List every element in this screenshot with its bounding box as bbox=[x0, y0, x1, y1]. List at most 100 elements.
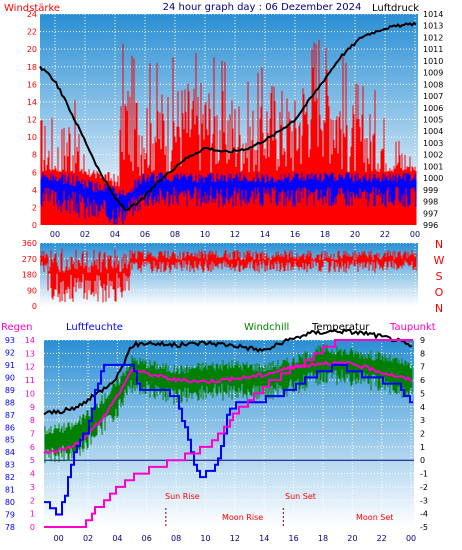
chart-title: 24 hour graph day : 06 Dezember 2024 bbox=[163, 2, 362, 13]
temp-time-tick-label: 18 bbox=[318, 534, 328, 543]
temperature-tick-label: 7 bbox=[420, 363, 425, 372]
temperature-tick-label: 8 bbox=[420, 349, 425, 358]
sun-markers bbox=[165, 508, 284, 527]
gust-series bbox=[40, 172, 417, 225]
direction-tick-label: 0 bbox=[32, 302, 37, 311]
time-tick-label: 22 bbox=[380, 230, 390, 239]
sun-set-label: Sun Set bbox=[285, 492, 316, 501]
time-tick-label: 08 bbox=[170, 230, 180, 239]
time-tick-label: 00 bbox=[50, 230, 60, 239]
wind-tick-label: 8 bbox=[32, 151, 37, 160]
temp-time-tick-label: 16 bbox=[289, 534, 299, 543]
temperature-tick-label: -2 bbox=[420, 483, 428, 492]
temp-axis-ticks: 7879808182838485868788899091929301234567… bbox=[5, 336, 428, 543]
temp-time-tick-label: 20 bbox=[347, 534, 357, 543]
compass-label: O bbox=[435, 286, 444, 299]
compass-label: N bbox=[435, 302, 443, 315]
pressure-tick-label: 1003 bbox=[423, 139, 443, 148]
rain-tick-label: 3 bbox=[30, 483, 35, 492]
temperature-tick-label: -4 bbox=[420, 510, 428, 519]
pressure-series bbox=[39, 21, 417, 212]
temperature-tick-label: -1 bbox=[420, 470, 428, 479]
compass-label: N bbox=[435, 238, 443, 251]
rain-tick-label: 2 bbox=[30, 496, 35, 505]
temperature-tick-label: 6 bbox=[420, 376, 425, 385]
wind-axis-label: Windstärke bbox=[4, 3, 60, 14]
rain-tick-label: 5 bbox=[30, 456, 35, 465]
wind-tick-label: 14 bbox=[27, 98, 37, 107]
wind-tick-label: 12 bbox=[27, 116, 37, 125]
rain-tick-label: 0 bbox=[30, 523, 35, 532]
rain-tick-label: 4 bbox=[30, 470, 35, 479]
humidity-tick-label: 92 bbox=[5, 348, 15, 357]
humidity-tick-label: 90 bbox=[5, 373, 15, 382]
temperature-tick-label: 9 bbox=[420, 336, 425, 345]
humidity-tick-label: 87 bbox=[5, 411, 15, 420]
wind-tick-label: 2 bbox=[32, 203, 37, 212]
temperature-tick-label: 0 bbox=[420, 456, 425, 465]
humidity-tick-label: 93 bbox=[5, 336, 15, 345]
wind-tick-label: 6 bbox=[32, 168, 37, 177]
time-tick-label: 06 bbox=[140, 230, 150, 239]
pressure-tick-label: 1013 bbox=[423, 22, 443, 31]
direction-tick-label: 270 bbox=[22, 255, 37, 264]
temperature-tick-label: -3 bbox=[420, 496, 428, 505]
pressure-line bbox=[39, 21, 417, 212]
wind-grid bbox=[40, 13, 418, 225]
temperature-tick-label: 5 bbox=[420, 389, 425, 398]
time-tick-label: 12 bbox=[230, 230, 240, 239]
rain-tick-label: 8 bbox=[30, 416, 35, 425]
pressure-tick-label: 1009 bbox=[423, 69, 443, 78]
temp-time-tick-label: 08 bbox=[171, 534, 181, 543]
rain-tick-label: 11 bbox=[25, 376, 35, 385]
temp-time-tick-label: 12 bbox=[230, 534, 240, 543]
temperature-tick-label: -5 bbox=[420, 523, 428, 532]
pressure-tick-label: 1005 bbox=[423, 116, 443, 125]
pressure-tick-label: 1012 bbox=[423, 33, 443, 42]
time-tick-label: 00 bbox=[410, 230, 420, 239]
temp-time-tick-label: 22 bbox=[377, 534, 387, 543]
temp-series bbox=[43, 328, 413, 528]
temperature-tick-label: 3 bbox=[420, 416, 425, 425]
rain-tick-label: 10 bbox=[25, 389, 35, 398]
dewpoint-line bbox=[43, 360, 413, 455]
sun-rise-label: Sun Rise bbox=[165, 492, 200, 501]
wind-tick-label: 22 bbox=[27, 28, 37, 37]
temperature-line bbox=[43, 328, 413, 416]
humidity-tick-label: 79 bbox=[5, 511, 15, 520]
rain-tick-label: 9 bbox=[30, 403, 35, 412]
moon-set-label: Moon Set bbox=[356, 513, 393, 522]
humidity-tick-label: 81 bbox=[5, 486, 15, 495]
legend-dewpoint: Taupunkt bbox=[389, 322, 436, 333]
time-tick-label: 04 bbox=[110, 230, 120, 239]
humidity-tick-label: 84 bbox=[5, 448, 15, 457]
humidity-tick-label: 86 bbox=[5, 423, 15, 432]
wind-pressure-chart: Windstärke 24 hour graph day : 06 Dezemb… bbox=[4, 2, 443, 239]
direction-series bbox=[40, 248, 417, 303]
temp-time-tick-label: 06 bbox=[142, 534, 152, 543]
legend-windchill: Windchill bbox=[244, 322, 289, 333]
pressure-tick-label: 1014 bbox=[423, 10, 443, 19]
direction-tick-label: 360 bbox=[22, 239, 37, 248]
pressure-tick-label: 999 bbox=[423, 186, 438, 195]
time-tick-label: 18 bbox=[320, 230, 330, 239]
humidity-line bbox=[44, 363, 413, 516]
direction-tick-label: 90 bbox=[27, 286, 37, 295]
time-tick-label: 16 bbox=[290, 230, 300, 239]
rain-tick-label: 1 bbox=[30, 510, 35, 519]
time-tick-label: 02 bbox=[80, 230, 90, 239]
pressure-tick-label: 997 bbox=[423, 209, 438, 218]
rain-tick-label: 6 bbox=[30, 443, 35, 452]
temp-time-tick-label: 04 bbox=[112, 534, 122, 543]
humidity-tick-label: 91 bbox=[5, 361, 15, 370]
compass-label: W bbox=[434, 254, 445, 267]
wind-tick-label: 20 bbox=[27, 45, 37, 54]
pressure-tick-label: 1001 bbox=[423, 162, 443, 171]
rain-tick-label: 13 bbox=[25, 349, 35, 358]
wind-tick-label: 16 bbox=[27, 80, 37, 89]
time-tick-label: 10 bbox=[200, 230, 210, 239]
wind-tick-label: 10 bbox=[27, 133, 37, 142]
